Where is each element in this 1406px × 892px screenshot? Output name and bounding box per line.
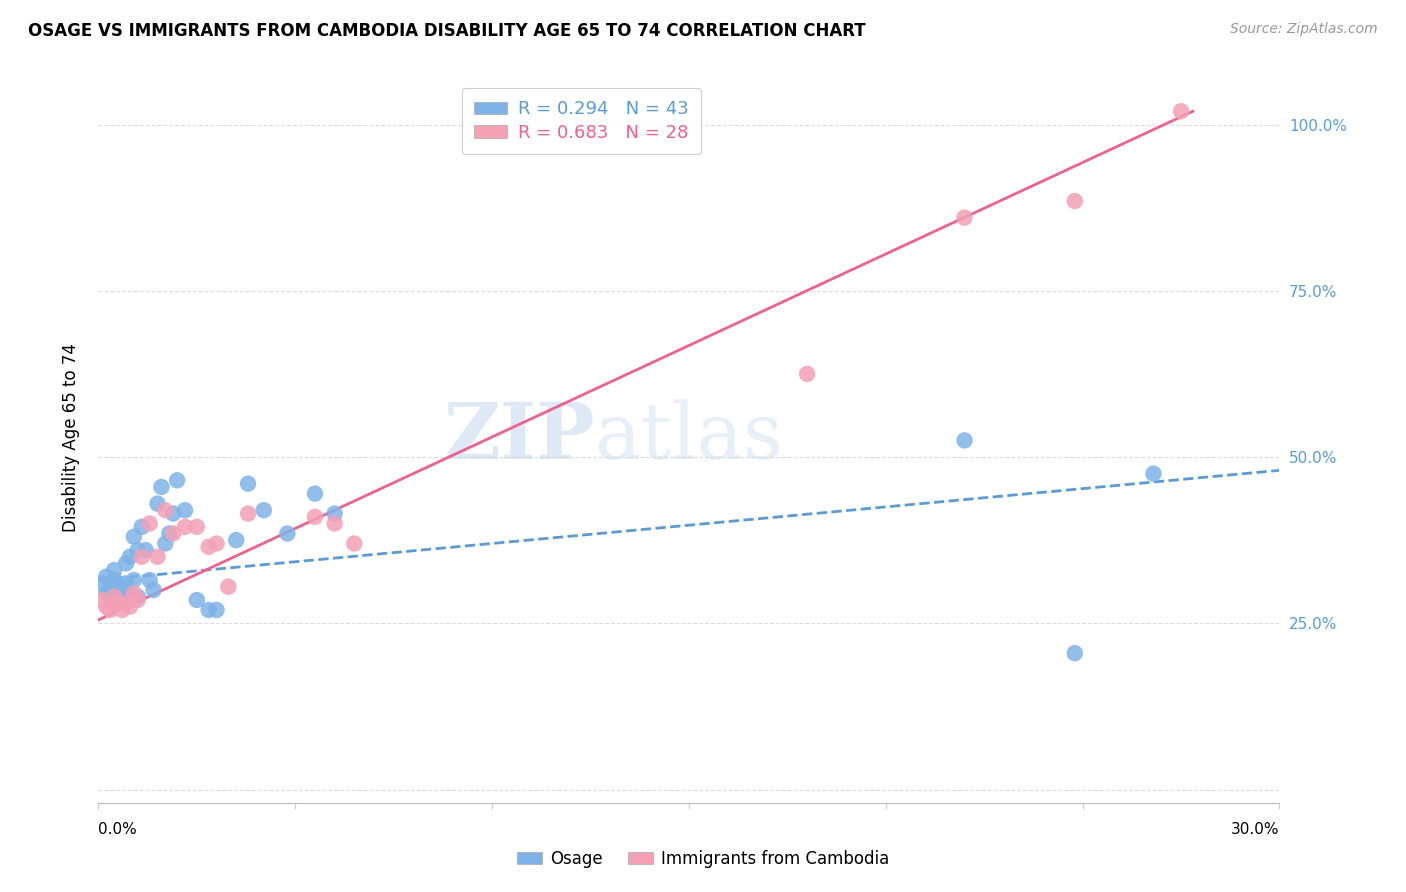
- Point: [146, 497, 169, 511]
- Point: [162, 526, 184, 541]
- Point: [276, 526, 298, 541]
- Point: [118, 586, 141, 600]
- Point: [205, 536, 228, 550]
- Point: [236, 476, 259, 491]
- Point: [96, 586, 118, 600]
- Point: [127, 543, 149, 558]
- Text: atlas: atlas: [595, 400, 783, 475]
- Point: [98, 590, 121, 604]
- Point: [953, 211, 976, 225]
- Point: [304, 509, 326, 524]
- Point: [162, 507, 184, 521]
- Point: [127, 590, 149, 604]
- Point: [122, 573, 145, 587]
- Point: [186, 520, 208, 534]
- Legend: R = 0.294   N = 43, R = 0.683   N = 28: R = 0.294 N = 43, R = 0.683 N = 28: [461, 87, 702, 154]
- Point: [138, 516, 160, 531]
- Point: [111, 582, 134, 597]
- Point: [166, 473, 188, 487]
- Point: [205, 603, 228, 617]
- Point: [131, 520, 153, 534]
- Point: [122, 530, 145, 544]
- Point: [118, 549, 141, 564]
- Point: [217, 580, 239, 594]
- Point: [96, 570, 118, 584]
- Text: ZIP: ZIP: [443, 399, 595, 475]
- Point: [122, 586, 145, 600]
- Point: [118, 599, 141, 614]
- Point: [142, 582, 165, 597]
- Point: [174, 503, 197, 517]
- Point: [91, 593, 114, 607]
- Text: OSAGE VS IMMIGRANTS FROM CAMBODIA DISABILITY AGE 65 TO 74 CORRELATION CHART: OSAGE VS IMMIGRANTS FROM CAMBODIA DISABI…: [28, 22, 866, 40]
- Point: [197, 603, 219, 617]
- Point: [155, 536, 177, 550]
- Y-axis label: Disability Age 65 to 74: Disability Age 65 to 74: [62, 343, 80, 532]
- Point: [236, 507, 259, 521]
- Point: [111, 593, 134, 607]
- Point: [111, 603, 134, 617]
- Point: [1063, 646, 1085, 660]
- Point: [127, 593, 149, 607]
- Text: Source: ZipAtlas.com: Source: ZipAtlas.com: [1230, 22, 1378, 37]
- Point: [103, 590, 125, 604]
- Point: [115, 576, 138, 591]
- Point: [96, 599, 118, 614]
- Point: [98, 582, 121, 597]
- Point: [157, 526, 180, 541]
- Point: [107, 596, 129, 610]
- Point: [115, 596, 138, 610]
- Point: [197, 540, 219, 554]
- Point: [174, 520, 197, 534]
- Point: [107, 576, 129, 591]
- Point: [343, 536, 366, 550]
- Point: [323, 507, 346, 521]
- Legend: Osage, Immigrants from Cambodia: Osage, Immigrants from Cambodia: [510, 844, 896, 875]
- Point: [103, 563, 125, 577]
- Point: [103, 596, 125, 610]
- Point: [131, 549, 153, 564]
- Point: [796, 367, 818, 381]
- Point: [304, 486, 326, 500]
- Point: [103, 573, 125, 587]
- Point: [91, 576, 114, 591]
- Text: 0.0%: 0.0%: [98, 822, 138, 837]
- Point: [107, 586, 129, 600]
- Point: [323, 516, 346, 531]
- Point: [115, 557, 138, 571]
- Point: [146, 549, 169, 564]
- Point: [135, 543, 157, 558]
- Text: 30.0%: 30.0%: [1232, 822, 1279, 837]
- Point: [225, 533, 247, 548]
- Point: [1063, 194, 1085, 208]
- Point: [1142, 467, 1164, 481]
- Point: [953, 434, 976, 448]
- Point: [98, 603, 121, 617]
- Point: [186, 593, 208, 607]
- Point: [150, 480, 173, 494]
- Point: [138, 573, 160, 587]
- Point: [155, 503, 177, 517]
- Point: [253, 503, 276, 517]
- Point: [1170, 104, 1192, 119]
